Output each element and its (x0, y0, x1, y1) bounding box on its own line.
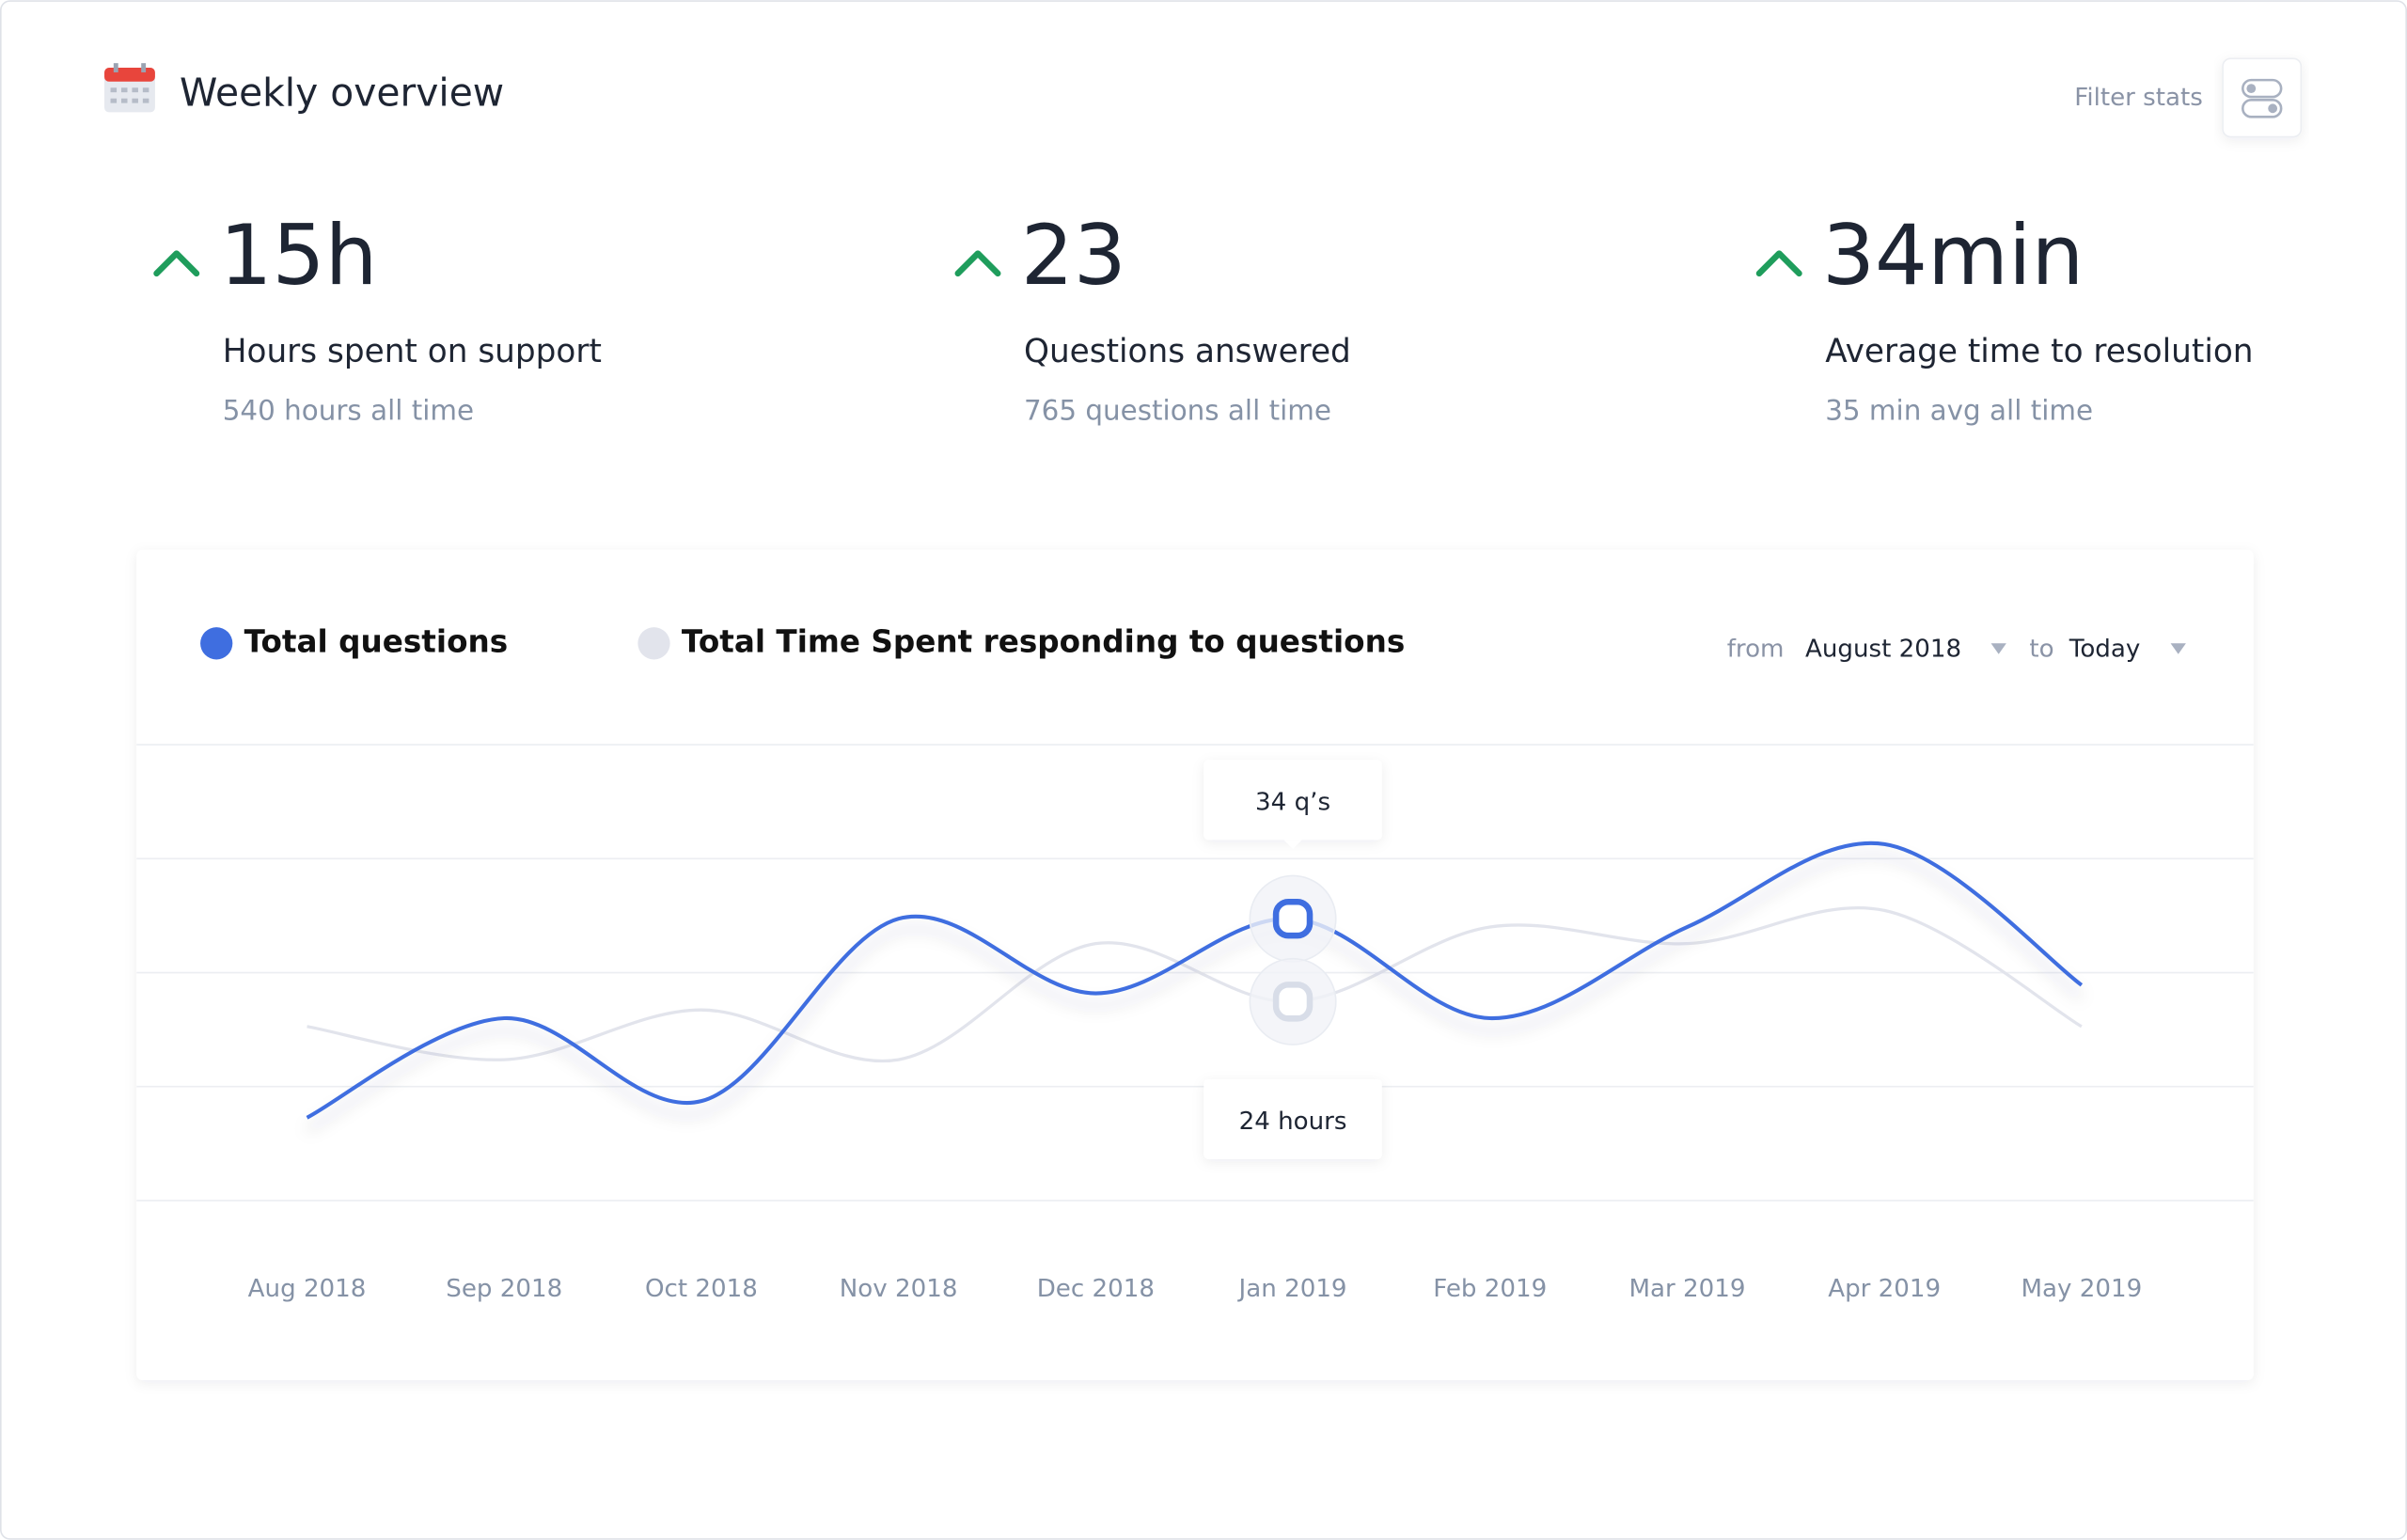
legend-swatch (637, 627, 670, 660)
stat-label: Questions answered (1024, 333, 1351, 370)
chart: Total questions Total Time Spent respondi… (136, 623, 2254, 1303)
trend-up-icon (954, 250, 1001, 277)
x-tick-label: Mar 2019 (1628, 1275, 1745, 1303)
tooltip-text: 34 q’s (1255, 789, 1330, 817)
stat-sub: 765 questions all time (1024, 394, 1331, 426)
x-tick-label: Feb 2019 (1433, 1275, 1547, 1303)
x-tick-label: Jan 2019 (1237, 1275, 1347, 1303)
stat-value: 34min (1822, 207, 2084, 304)
highlight-point (1272, 898, 1314, 939)
filter-button[interactable] (2222, 57, 2303, 138)
range-from[interactable]: August 2018 (1805, 635, 1961, 663)
series-line (306, 841, 2084, 1120)
x-tick-label: Sep 2018 (446, 1275, 562, 1303)
legend-label: Total questions (244, 623, 509, 659)
x-tick-label: Oct 2018 (645, 1275, 758, 1303)
tooltip (1204, 1078, 1382, 1159)
trend-up-icon (1755, 250, 1802, 277)
filter-label[interactable]: Filter stats (2074, 84, 2203, 112)
range-to-label: to (2029, 635, 2053, 663)
x-tick-label: Dec 2018 (1037, 1275, 1155, 1303)
series-line (307, 905, 2083, 1063)
calendar-icon (104, 63, 155, 113)
line-shadow (306, 853, 2084, 1133)
stat-label: Hours spent on support (223, 333, 602, 370)
x-tick-label: Aug 2018 (248, 1275, 367, 1303)
x-tick-label: Nov 2018 (840, 1275, 958, 1303)
dropdown-arrow (1990, 643, 2006, 654)
range-to[interactable]: Today (2069, 635, 2141, 663)
stat-sub: 35 min avg all time (1825, 394, 2093, 426)
stat-sub: 540 hours all time (223, 394, 474, 426)
legend-swatch (200, 627, 233, 660)
stat-value: 23 (1021, 207, 1126, 304)
title: Weekly overview (180, 70, 504, 115)
stat-value: 15h (219, 207, 377, 304)
x-tick-label: Apr 2019 (1828, 1275, 1941, 1303)
stats: 15h Hours spent on support 540 hours all t… (153, 207, 2254, 426)
stat-label: Average time to resolution (1825, 333, 2253, 370)
trend-up-icon (153, 250, 200, 277)
tooltip-text: 24 hours (1239, 1108, 1347, 1136)
tooltip (1204, 760, 1382, 841)
highlight-point (1272, 982, 1314, 1022)
tooltip-caret (1283, 840, 1302, 850)
dropdown-arrow (2170, 643, 2186, 654)
x-tick-label: May 2019 (2022, 1275, 2143, 1303)
range-from-label: from (1727, 635, 1785, 663)
legend-label: Total Time Spent responding to questions (682, 623, 1405, 659)
